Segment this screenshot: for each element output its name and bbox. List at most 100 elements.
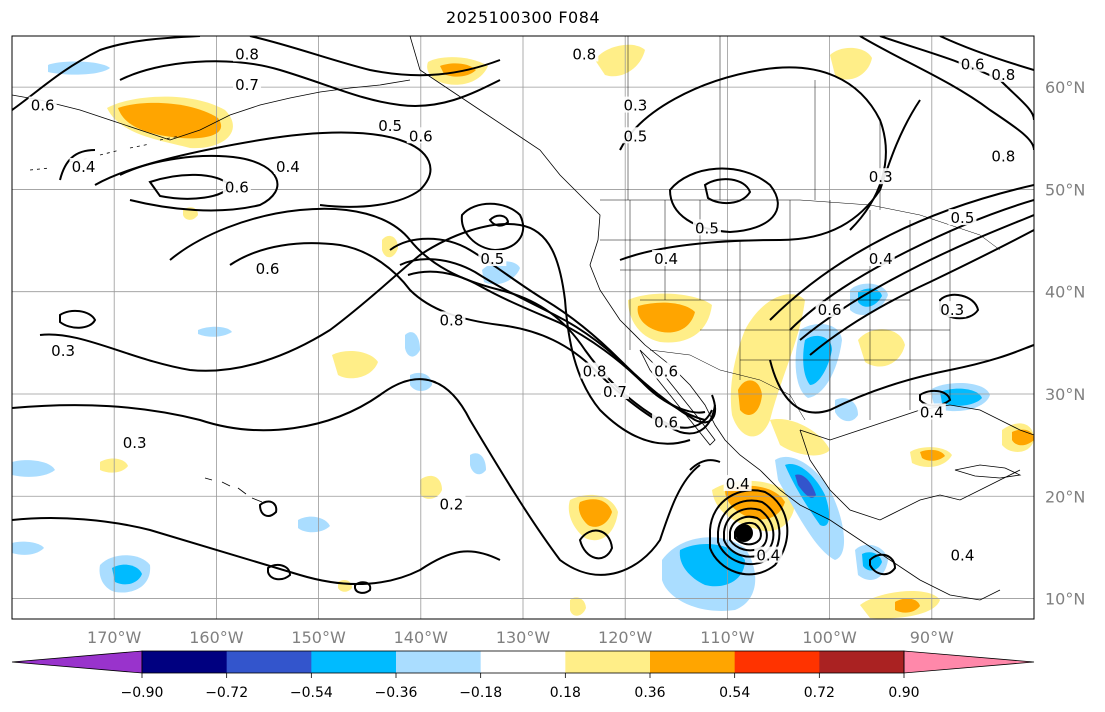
positive-anomaly-region [118,102,222,139]
colorbar-tick-label: 0.18 [550,685,581,701]
contour-label: 0.4 [654,250,678,268]
contour-label-background [222,178,251,195]
anomaly-fills [12,44,1034,619]
contour-label-background [989,65,1018,82]
contour-line [407,270,706,414]
latitude-tick-label: 10°N [1045,590,1085,609]
contour-label: 0.3 [51,342,75,360]
contour-line [809,229,1034,356]
contour-label-background [69,157,98,174]
contour-label-background [376,117,405,134]
contour-line [869,553,897,576]
alaska-coast [12,79,411,141]
negative-anomaly-region [470,453,486,475]
contour-label-background [754,546,783,563]
contour-line [769,344,1034,414]
contour-line [769,184,1034,321]
colorbar-extend-low [11,650,143,674]
contour-line [258,500,278,517]
colorbar-segment [142,651,228,673]
political-borders [600,36,1001,421]
contour-labels: 0.8 0.7 0.6 0.4 0.6 0.4 0.5 0.6 0.6 0.5 0.8 0.8 0.7 0… [28,45,1018,565]
contour-label-background [273,157,302,174]
colorbar-tick-label: −0.72 [205,685,248,701]
contour-label-background [815,301,844,318]
contour-label-background [28,96,57,113]
positive-anomaly-region [382,235,398,258]
contour-line [619,99,921,261]
contour-label: 0.2 [440,495,464,513]
contour-line [460,202,525,252]
contour-line [729,515,768,552]
negative-anomaly-region [48,61,110,75]
colorbar-tick-labels: −0.90 −0.72 −0.54 −0.36 −0.18 0.18 0.36 0.54 0.7… [121,673,920,701]
contour-line [148,173,232,200]
positive-anomaly-region [858,329,905,367]
longitude-tick-label: 110°W [700,628,755,647]
contour-label: 0.6 [654,414,678,432]
contour-label: 0.6 [818,301,842,319]
contour-label: 0.8 [440,311,464,329]
longitude-tick-label: 100°W [802,628,857,647]
contour-label: 0.6 [654,363,678,381]
negative-anomaly-region [803,335,832,385]
contour-label: 0.3 [940,301,964,319]
positive-anomaly-region [332,350,378,379]
contour-label: 0.4 [951,547,975,565]
colorbar-segment [565,651,651,673]
contour-label: 0.8 [583,363,607,381]
contour-line [709,489,789,576]
contour-line [94,131,432,208]
contour-line [354,581,372,594]
negative-anomaly-region [12,541,44,555]
contour-label: 0.6 [31,97,55,115]
contour-line [689,459,721,471]
contour-label-background [948,209,977,226]
contour-label: 0.6 [961,56,985,74]
contour-label: 0.5 [695,219,719,237]
positive-anomaly-region [578,499,612,527]
contour-label: 0.5 [951,209,975,227]
negative-anomaly-region [112,564,142,585]
contour-line [799,214,1034,341]
contour-label: 0.8 [572,45,596,63]
contour-label: 0.6 [256,260,280,278]
contour-label-background [253,260,282,277]
longitude-tick-label: 90°W [910,628,954,647]
contour-label-background [948,546,977,563]
contour-label: 0.3 [623,97,647,115]
colorbar-segment [396,651,482,673]
contour-label-background [958,55,987,72]
contour-label: 0.4 [726,475,750,493]
positive-anomaly-region [570,597,586,616]
negative-anomaly-region [298,516,330,533]
colorbar-tick-label: −0.36 [375,685,418,701]
contour-label-background [652,250,681,267]
longitude-tick-label: 150°W [291,628,346,647]
contour-line [12,36,201,111]
positive-anomaly-region [830,47,872,80]
contour-label: 0.7 [603,383,627,401]
contour-line [59,149,96,181]
contour-lines [12,36,1034,594]
colorbar-segment [650,651,736,673]
positive-anomaly-region [1012,429,1034,446]
colorbar-segment [819,651,905,673]
contour-label-background [866,250,895,267]
hawaii-islands [204,477,263,503]
mexico-gulf-coast [799,429,1021,521]
positive-anomaly-region [730,294,805,437]
plot-title: 2025100300 F084 [445,8,601,27]
contour-line [703,178,752,205]
negative-anomaly-region [795,474,816,498]
colorbar-outline [141,650,905,674]
contour-label-background [652,413,681,430]
longitude-tick-label: 170°W [87,628,142,647]
negative-anomaly-region [679,544,745,587]
longitude-tick-label: 160°W [189,628,244,647]
contour-label-background [723,475,752,492]
contour-label: 0.5 [378,117,402,135]
contour-line [488,214,510,227]
contour-line [12,378,701,576]
contour-label: 0.8 [991,148,1015,166]
